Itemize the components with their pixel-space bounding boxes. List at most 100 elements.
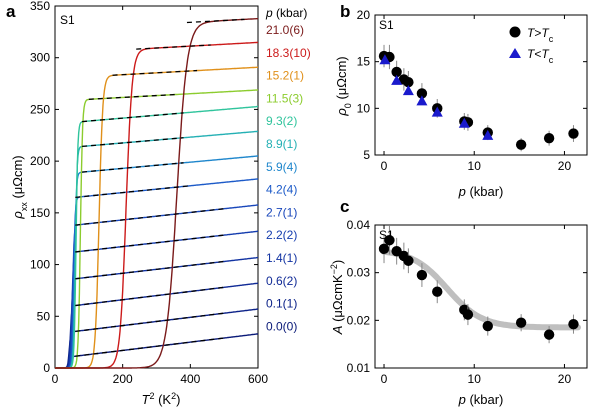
data-point (462, 309, 474, 320)
panel-a-fit-lines (75, 18, 245, 357)
panel-c-ylabel: A (μΩcmK−2) (329, 260, 345, 335)
panel-c-letter: c (340, 197, 349, 216)
panel-a-curves (55, 17, 259, 369)
data-point (515, 317, 527, 328)
legend-label-below-tc: T<Tc (527, 47, 554, 65)
y-tick-label: 250 (30, 102, 50, 116)
data-point-above-tc (416, 88, 428, 99)
data-point-below-tc (416, 95, 428, 106)
panel-c-points (378, 225, 579, 344)
data-point-above-tc (391, 66, 402, 78)
data-point-below-tc (482, 129, 494, 140)
curve-4.2(4) (55, 178, 259, 369)
panel-b-ylabel: ρ0 (μΩcm) (334, 56, 353, 116)
data-point-below-tc (391, 74, 403, 85)
data-point (568, 318, 579, 330)
panel-a-pressure-header: p (kbar) (265, 6, 307, 20)
y-tick-label: 350 (30, 0, 50, 13)
panel-b-sample-tag: S1 (379, 18, 394, 32)
pressure-label: 0.1(1) (266, 297, 297, 311)
y-tick-label: 0 (43, 361, 50, 375)
legend-circle-marker (509, 26, 521, 38)
pressure-label: 4.2(4) (266, 183, 297, 197)
x-tick-label: 200 (113, 372, 133, 386)
data-point-above-tc (515, 139, 527, 150)
pressure-label: 18.3(10) (266, 46, 311, 60)
data-point (416, 269, 428, 281)
y-tick-label: 0.04 (347, 218, 371, 232)
x-tick-label: 400 (180, 372, 200, 386)
fit-line-0.1(1) (75, 312, 225, 333)
fit-line-5.9(4) (82, 162, 184, 173)
data-point (403, 255, 414, 266)
curve-0.0(0) (55, 333, 259, 369)
y-tick-label: 0.01 (347, 361, 371, 375)
y-tick-label: 300 (30, 51, 50, 65)
data-point-above-tc (403, 77, 414, 88)
data-point (543, 329, 555, 340)
panel-b-ticks: 0 10 20 5 10 15 20 (357, 8, 587, 173)
y-tick-label: 10 (357, 101, 371, 115)
x-tick-label: 20 (558, 372, 572, 386)
pressure-label: 11.5(3) (266, 91, 303, 105)
fit-line-11.5(3) (88, 93, 177, 100)
x-tick-label: 0 (52, 372, 59, 386)
panel-b-xlabel: p (kbar) (458, 184, 504, 199)
x-tick-label: 0 (381, 372, 388, 386)
data-point-below-tc (379, 54, 391, 65)
y-tick-label: 0.03 (347, 266, 371, 280)
data-point-below-tc (431, 106, 443, 117)
fit-line-18.3(10) (136, 44, 211, 50)
panel-b-residual-resistivity: 0 10 20 5 10 15 20 S1 T>Tc T<Tc p (kbar) ρ0 (μ… (334, 8, 588, 199)
fit-line-21.0(6) (186, 18, 245, 24)
data-point-above-tc (543, 133, 555, 144)
y-tick-label: 20 (357, 8, 371, 22)
panel-c-ticks: 0 10 20 0.01 0.02 0.03 0.04 (347, 218, 587, 386)
panel-a-pressure-labels: 0.0(0) 0.1(1) 0.6(2) 1.4(1) 2.2(2) 2.7(1) 4.2(… (266, 23, 311, 333)
x-tick-label: 600 (248, 372, 268, 386)
pressure-label: 0.0(0) (266, 319, 297, 333)
panel-b-points (378, 44, 579, 152)
panel-a-letter: a (6, 2, 16, 21)
y-tick-label: 100 (30, 258, 50, 272)
fit-line-8.9(1) (82, 137, 184, 148)
panel-b-frame (374, 14, 588, 156)
panel-a-ticks: 0 200 400 600 0 50 100 150 200 250 300 350 (30, 0, 268, 386)
x-tick-label: 10 (468, 372, 482, 386)
data-point-below-tc (402, 85, 414, 96)
curve-2.2(2) (55, 230, 258, 369)
pressure-label: 21.0(6) (266, 23, 304, 37)
data-point (482, 320, 493, 332)
y-tick-label: 150 (30, 206, 50, 220)
pressure-label: 2.7(1) (266, 205, 297, 219)
pressure-label: 1.4(1) (266, 251, 297, 265)
y-tick-label: 200 (30, 154, 50, 168)
panel-a-sample-tag: S1 (60, 13, 75, 27)
data-point (432, 286, 443, 297)
fit-line-9.3(2) (82, 112, 184, 123)
y-tick-label: 5 (363, 148, 370, 162)
fit-line-0.0(0) (75, 337, 225, 357)
panel-a-ylabel: ρxx (μΩcm) (10, 155, 29, 219)
panel-b-letter: b (340, 2, 350, 21)
panel-a-frame (54, 5, 259, 369)
data-point-above-tc (568, 128, 579, 139)
x-tick-label: 0 (381, 159, 388, 173)
panel-a-resistivity-vs-t2: 0 200 400 600 0 50 100 150 200 250 300 350 S1 p (kb… (10, 0, 311, 407)
data-point (378, 243, 390, 255)
x-tick-label: 10 (468, 159, 482, 173)
curve-5.9(4) (55, 155, 258, 369)
pressure-label: 9.3(2) (266, 114, 297, 128)
curve-8.9(1) (55, 130, 258, 369)
curve-11.5(3) (55, 89, 258, 369)
pressure-label: 2.2(2) (266, 228, 297, 242)
y-tick-label: 50 (37, 309, 51, 323)
panel-c-sample-tag: S1 (379, 228, 394, 242)
y-tick-label: 0.02 (347, 313, 371, 327)
panel-c-frame (374, 224, 588, 369)
legend-triangle-marker (509, 48, 521, 58)
data-point-below-tc (458, 117, 470, 128)
panel-b-legend: T>Tc T<Tc (509, 26, 554, 65)
data-point (384, 235, 395, 246)
